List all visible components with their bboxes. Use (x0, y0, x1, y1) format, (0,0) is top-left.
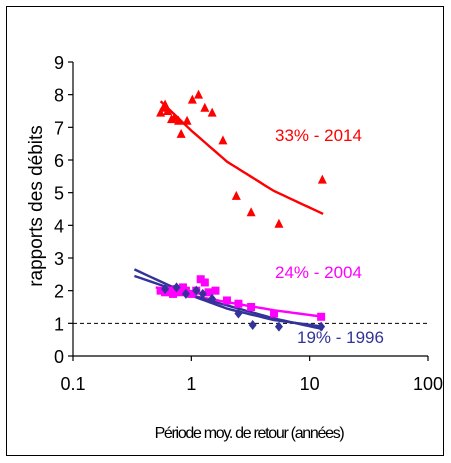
trend-line (161, 101, 324, 214)
y-tick-label: 3 (54, 249, 64, 269)
y-tick-label: 8 (54, 86, 64, 106)
square-marker (211, 287, 219, 295)
square-marker (247, 303, 255, 311)
triangle-marker (247, 207, 256, 216)
square-marker (317, 313, 325, 321)
triangle-marker (183, 116, 192, 125)
series-label: 19% - 1996 (297, 328, 384, 347)
x-tick-label: 10 (300, 374, 320, 394)
y-tick-label: 0 (54, 347, 64, 367)
x-tick-label: 0.1 (60, 374, 85, 394)
y-tick-label: 7 (54, 118, 64, 138)
y-tick-label: 6 (54, 151, 64, 171)
triangle-marker (208, 108, 217, 117)
square-marker (223, 296, 231, 304)
triangle-marker (232, 191, 241, 200)
y-ticks: 0 1 2 3 4 5 6 7 8 9 (54, 53, 73, 367)
triangle-marker (274, 219, 283, 228)
square-marker (201, 279, 209, 287)
triangle-marker (177, 129, 186, 138)
y-tick-label: 2 (54, 282, 64, 302)
series-label: 33% - 2014 (275, 126, 362, 145)
y-tick-label: 9 (54, 53, 64, 73)
x-tick-label: 1 (186, 374, 196, 394)
triangle-marker (218, 135, 227, 144)
square-marker (270, 310, 278, 318)
triangle-marker (318, 175, 327, 184)
triangle-marker (194, 90, 203, 99)
x-tick-label: 100 (413, 374, 443, 394)
series-labels: 33% - 2014 24% - 2004 19% - 1996 (275, 126, 384, 347)
x-axis-label: Période moy. de retour (années) (155, 425, 345, 442)
x-ticks: 0.1 1 10 100 (60, 356, 443, 394)
y-tick-label: 1 (54, 314, 64, 334)
series-label: 24% - 2004 (275, 263, 362, 282)
y-tick-label: 5 (54, 184, 64, 204)
y-tick-label: 4 (54, 216, 64, 236)
diamond-marker (249, 320, 257, 330)
square-marker (234, 300, 242, 308)
triangle-marker (200, 103, 209, 112)
y-axis-label: rapports des débits (26, 125, 47, 287)
